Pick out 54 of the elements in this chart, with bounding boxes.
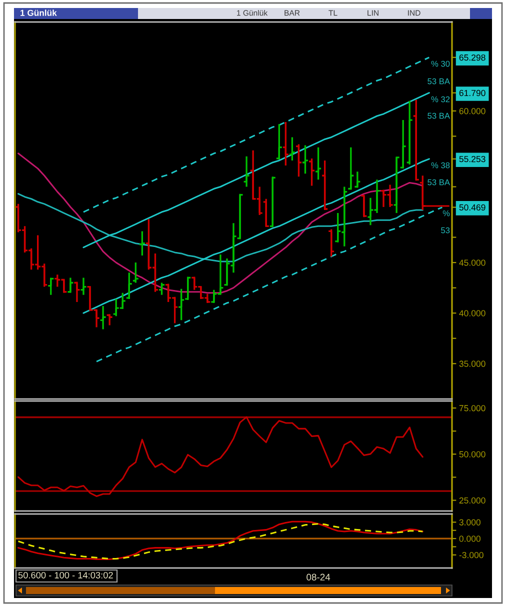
y-tick-label: 25.000 [459,497,486,504]
candlestick [138,230,146,256]
candlestick [400,119,407,170]
annotation: 53 BA [428,112,450,119]
candlestick [223,258,231,287]
y-tick-label: 75.000 [459,405,486,412]
y-tick-label: 55.253 [459,156,486,162]
annotation: 53 [441,227,450,234]
text: 50.600 - 100 - 14:03:02 [18,572,113,578]
candlestick [230,222,238,274]
candlestick [328,228,335,258]
line-series [17,416,424,497]
line-series [96,206,443,362]
y-tick-label: 60.000 [459,108,486,114]
candlestick [236,192,244,240]
y-tick-label: 35.000 [459,360,486,367]
y-tick-label: 65.298 [459,54,486,61]
line-series [17,193,424,262]
chart-title: 1 Günlük [20,10,57,16]
y-tick-label: 50.000 [459,451,486,458]
candlestick [132,262,140,284]
annotation: % [442,210,450,216]
y-tick-label: 61.790 [459,90,486,96]
annotation: % 30 [431,60,450,67]
candlestick [295,143,302,178]
candlestick [282,121,290,166]
y-tick-label: 0.000 [459,536,480,542]
candlestick [302,144,309,174]
x-tick-label: 08-24 [306,574,330,580]
candlestick [47,276,54,296]
candlestick [288,136,296,162]
candlestick [106,313,114,326]
candlestick [347,146,354,191]
annotation: % 38 [431,162,450,168]
candlestick [66,276,74,294]
y-tick-label: 50.469 [459,204,486,211]
candlestick [80,276,88,296]
candlestick [73,280,81,303]
candlestick [392,156,400,214]
candlestick [242,156,250,188]
candlestick [406,100,414,166]
candlestick [308,158,316,187]
y-tick-label: 3.000 [459,519,480,526]
candlestick [99,305,107,330]
candlestick [354,170,361,189]
candlestick [314,146,322,181]
annotation: % 32 [431,96,450,102]
candlestick [158,282,166,296]
y-tick-label: -3.000 [459,552,484,558]
annotation: 53 BA [428,78,450,84]
annotation: 53 BA [428,179,450,186]
y-tick-label: 40.000 [459,310,486,316]
y-tick-label: 45.000 [459,260,486,266]
candlestick [360,194,368,218]
